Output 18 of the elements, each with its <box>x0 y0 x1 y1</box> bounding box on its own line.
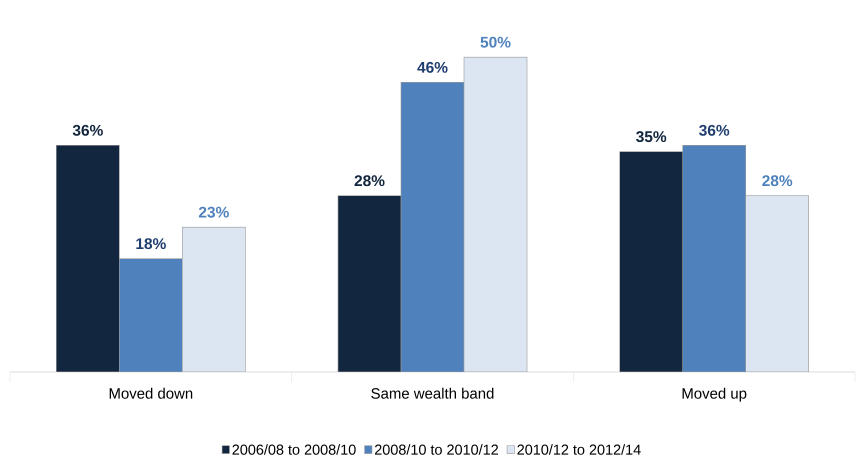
bar <box>182 226 246 372</box>
data-label: 28% <box>762 175 792 186</box>
x-tick-label: Moved down <box>110 388 192 399</box>
data-label: 18% <box>136 238 166 250</box>
data-label: 50% <box>480 36 511 48</box>
bar <box>464 56 528 372</box>
x-tick-label: Same wealth band <box>371 388 494 399</box>
bar <box>745 195 809 372</box>
legend-label: 2006/08 to 2008/10 <box>232 444 356 455</box>
legend-label: 2010/12 to 2012/14 <box>517 444 641 455</box>
data-label: 36% <box>72 124 103 136</box>
data-label: 35% <box>636 131 666 142</box>
x-tick-label: Moved up <box>682 388 746 402</box>
data-label: 28% <box>354 175 385 186</box>
legend-label: 2008/10 to 2010/12 <box>374 444 498 455</box>
data-label: 36% <box>699 124 730 136</box>
data-label: 23% <box>198 206 229 218</box>
data-label: 46% <box>417 62 448 73</box>
